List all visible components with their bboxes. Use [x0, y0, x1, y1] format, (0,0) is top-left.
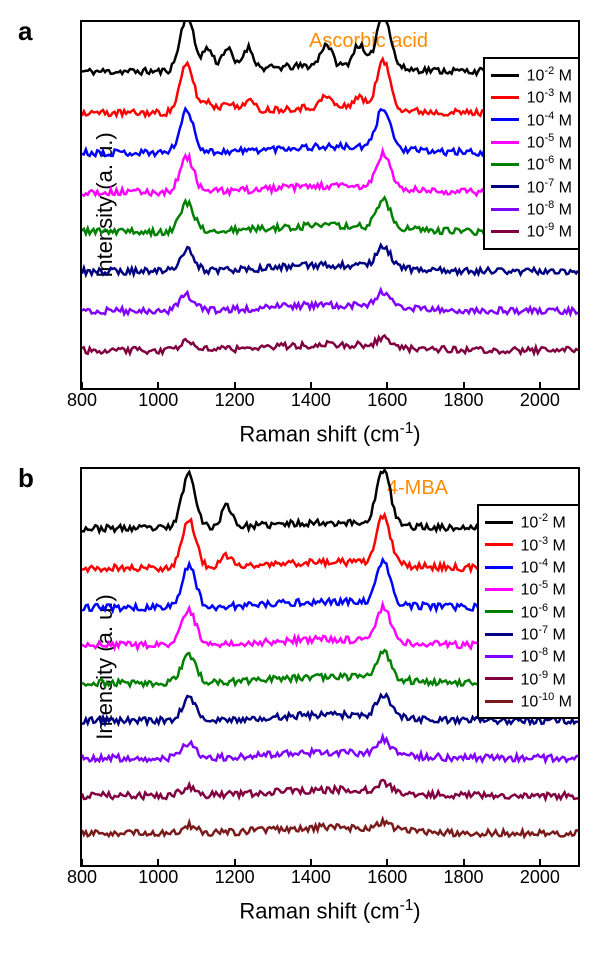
legend-line: [485, 633, 513, 636]
x-tick: 800: [67, 867, 97, 888]
panel-b-label: b: [18, 463, 34, 494]
panel-b-xticks: 800100012001400160018002000: [82, 867, 578, 891]
legend-label: 10-3 M: [527, 87, 572, 107]
panel-a: a Intensity (a. u.) Ascorbic acid 10-2 M…: [10, 20, 586, 447]
x-tick: 1000: [138, 390, 178, 411]
x-tick-mark: [386, 382, 388, 390]
x-tick-mark: [234, 382, 236, 390]
x-tick: 1800: [444, 867, 484, 888]
legend-row: 10-2 M: [485, 512, 572, 532]
x-tick: 2000: [520, 867, 560, 888]
legend-label: 10-3 M: [521, 535, 566, 555]
x-tick: 800: [67, 390, 97, 411]
panel-a-legend: 10-2 M10-3 M 10-4 M10-5 M10-6 M 10-7 M10-8…: [483, 57, 580, 250]
legend-row: 10-8 M: [491, 199, 572, 219]
x-tick-mark: [539, 382, 541, 390]
x-tick: 1400: [291, 390, 331, 411]
x-tick-mark: [234, 859, 236, 867]
legend-line: [491, 96, 519, 99]
legend-line: [485, 655, 513, 658]
x-tick: 1600: [367, 390, 407, 411]
x-tick: 2000: [520, 390, 560, 411]
legend-line: [491, 185, 519, 188]
legend-line: [485, 543, 513, 546]
legend-line: [491, 163, 519, 166]
legend-line: [491, 141, 519, 144]
legend-row: 10-4 M: [485, 557, 572, 577]
legend-label: 10-4 M: [521, 557, 566, 577]
legend-label: 10-9 M: [527, 221, 572, 241]
legend-row: 10-7 M: [485, 624, 572, 644]
legend-label: 10-8 M: [527, 199, 572, 219]
x-tick-mark: [157, 382, 159, 390]
x-tick: 1000: [138, 867, 178, 888]
x-tick: 1800: [444, 390, 484, 411]
legend-label: 10-8 M: [521, 646, 566, 666]
legend-label: 10-5 M: [527, 132, 572, 152]
legend-row: 10-4 M: [491, 110, 572, 130]
panel-b-legend: 10-2 M 10-3 M10-4 M10-5 M 10-6 M10-7 M10-8…: [477, 504, 580, 719]
legend-line: [491, 230, 519, 233]
legend-row: 10-6 M: [491, 154, 572, 174]
legend-label: 10-2 M: [527, 65, 572, 85]
legend-line: [485, 610, 513, 613]
legend-row: 10-5 M: [485, 579, 572, 599]
x-tick-mark: [81, 382, 83, 390]
legend-row: 10-5 M: [491, 132, 572, 152]
legend-label: 10-5 M: [521, 579, 566, 599]
legend-line: [485, 677, 513, 680]
x-tick-mark: [310, 859, 312, 867]
legend-label: 10-4 M: [527, 110, 572, 130]
legend-row: 10-3 M: [485, 535, 572, 555]
legend-line: [485, 521, 513, 524]
legend-row: 10-3 M: [491, 87, 572, 107]
legend-row: 10-2 M: [491, 65, 572, 85]
x-tick-mark: [386, 859, 388, 867]
legend-line: [485, 566, 513, 569]
legend-label: 10-10 M: [521, 691, 572, 711]
x-tick: 1600: [367, 867, 407, 888]
legend-label: 10-6 M: [521, 602, 566, 622]
panel-b: b Intensity (a. u.) 4-MBA 10-2 M10-3 M10…: [10, 467, 586, 924]
panel-a-xticks: 800100012001400160018002000: [82, 390, 578, 414]
x-tick: 1200: [215, 390, 255, 411]
x-tick-mark: [539, 859, 541, 867]
legend-row: 10-9 M: [491, 221, 572, 241]
legend-line: [491, 74, 519, 77]
legend-label: 10-2 M: [521, 512, 566, 532]
panel-a-chart: Intensity (a. u.) Ascorbic acid 10-2 M10…: [80, 20, 580, 390]
legend-line: [491, 208, 519, 211]
panel-a-label: a: [18, 16, 32, 47]
panel-a-xlabel: Raman shift (cm-1): [80, 420, 580, 447]
x-tick-mark: [157, 859, 159, 867]
legend-label: 10-9 M: [521, 669, 566, 689]
x-tick-mark: [463, 859, 465, 867]
legend-label: 10-7 M: [521, 624, 566, 644]
legend-row: 10-8 M: [485, 646, 572, 666]
legend-row: 10-10 M: [485, 691, 572, 711]
x-tick: 1400: [291, 867, 331, 888]
legend-line: [485, 588, 513, 591]
legend-row: 10-6 M: [485, 602, 572, 622]
legend-row: 10-7 M: [491, 177, 572, 197]
legend-line: [485, 700, 513, 703]
panel-b-chart: Intensity (a. u.) 4-MBA 10-2 M10-3 M10-4…: [80, 467, 580, 867]
x-tick-mark: [463, 382, 465, 390]
x-tick-mark: [81, 859, 83, 867]
legend-line: [491, 118, 519, 121]
x-tick: 1200: [215, 867, 255, 888]
panel-b-xlabel: Raman shift (cm-1): [80, 897, 580, 924]
legend-row: 10-9 M: [485, 669, 572, 689]
legend-label: 10-6 M: [527, 154, 572, 174]
x-tick-mark: [310, 382, 312, 390]
legend-label: 10-7 M: [527, 177, 572, 197]
